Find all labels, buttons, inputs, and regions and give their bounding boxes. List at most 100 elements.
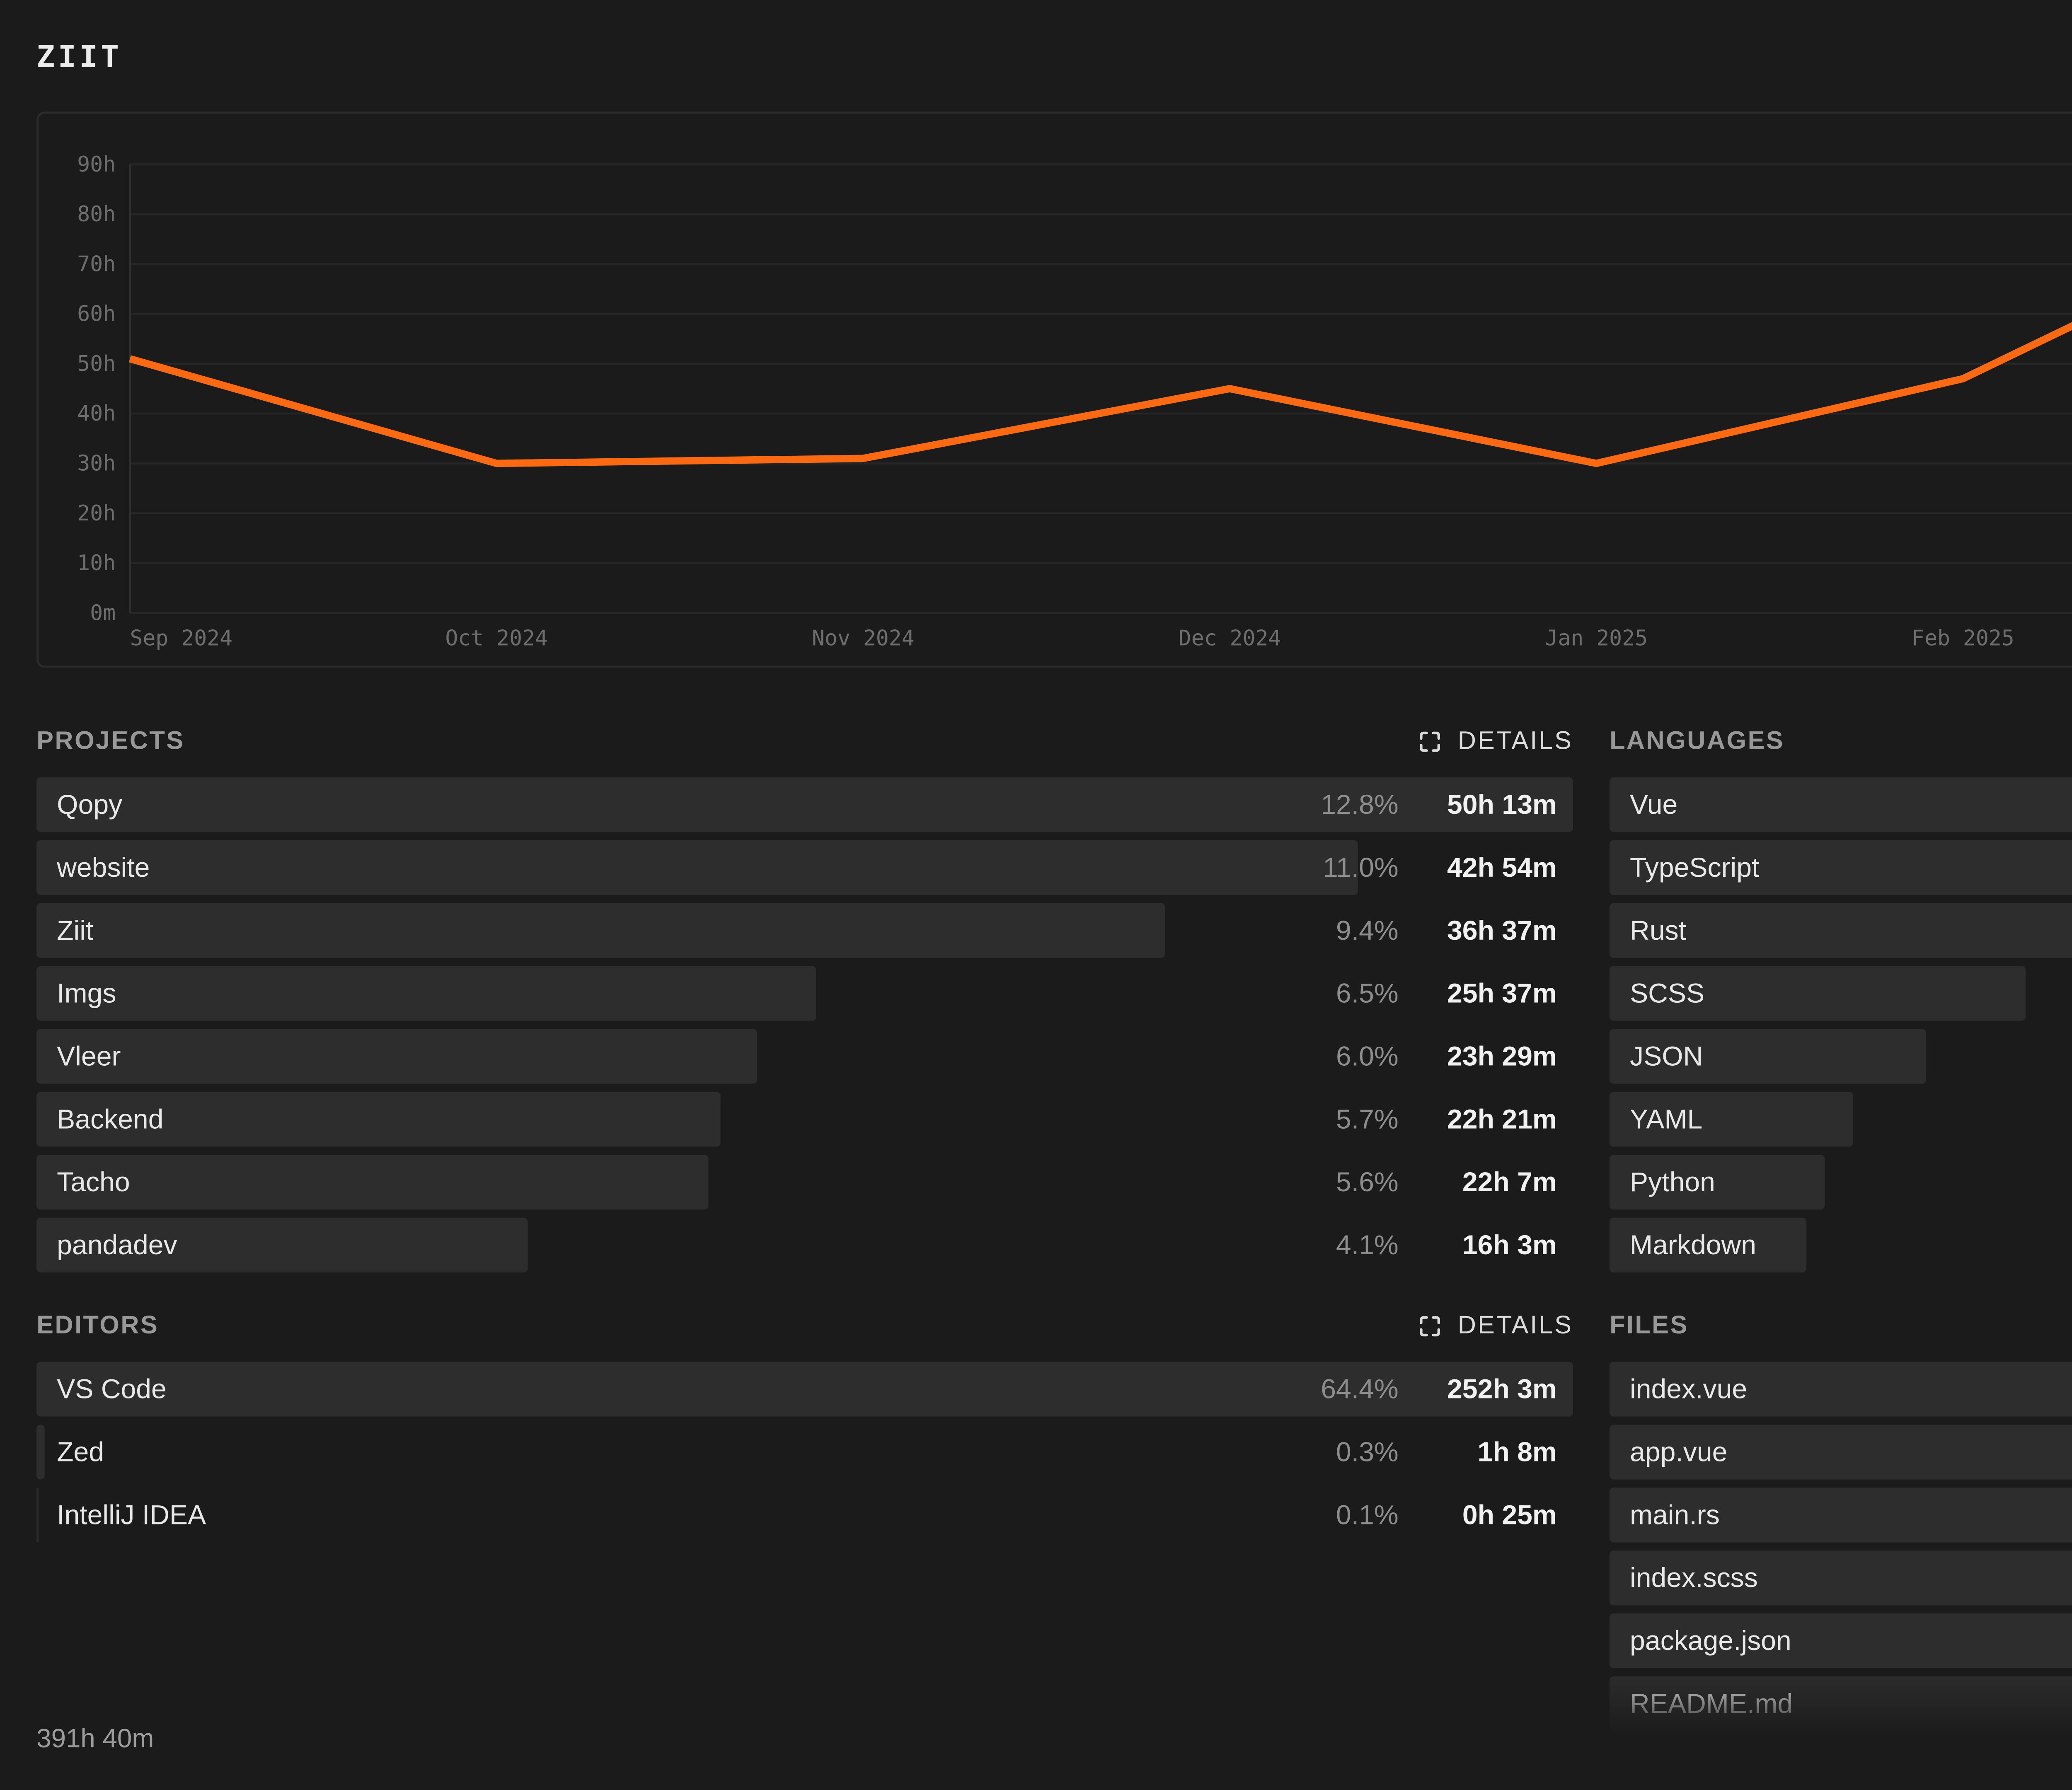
- item-time: 23h 29m: [1447, 1041, 1557, 1072]
- usage-bar: [1610, 1029, 1925, 1084]
- panel-title: EDITORS: [36, 1311, 159, 1340]
- usage-bar: [36, 966, 817, 1021]
- item-time: 42h 54m: [1447, 852, 1557, 883]
- usage-bar: [1610, 1488, 2072, 1543]
- x-axis-tick: Nov 2024: [812, 626, 915, 651]
- item-percent: 12.8%: [1321, 789, 1399, 820]
- item-name: Markdown: [1630, 1230, 1757, 1260]
- list-item: Tacho 5.6% 22h 7m: [36, 1154, 1573, 1210]
- item-name: pandadev: [57, 1230, 177, 1260]
- y-axis-tick: 50h: [77, 351, 116, 376]
- monthly-activity-line-chart: 0m 10h 20h 30h 40h 50h 60h 70h 80h 90h Sep 2024 Oct…: [77, 152, 2072, 651]
- x-axis-tick: Feb 2025: [1912, 626, 2014, 651]
- list-item: YAML4.1%15h 56m: [1610, 1092, 2072, 1147]
- usage-bar: [36, 1092, 721, 1147]
- item-name: Rust: [1630, 915, 1687, 946]
- usage-bar: [1610, 1217, 1806, 1273]
- item-name: IntelliJ IDEA: [57, 1500, 206, 1531]
- usage-bar: [36, 777, 1573, 832]
- total-time: 391h 40m: [36, 1722, 154, 1753]
- item-name: Ziit: [57, 915, 94, 946]
- item-time: 252h 3m: [1447, 1374, 1557, 1405]
- panel-rows: index.vue7.2%28h 8m app.vue4.1%16h 0m main…: [1605, 1362, 2072, 1735]
- panel-header: EDITORS DETAILS: [36, 1309, 1573, 1341]
- list-item: VS Code 64.4% 252h 3m: [36, 1362, 1573, 1417]
- item-name: Qopy: [57, 789, 123, 820]
- item-name: VS Code: [57, 1374, 167, 1405]
- usage-bar: [1610, 840, 2072, 895]
- item-name: index.vue: [1630, 1374, 1748, 1405]
- panel-files: FILES DETAILS index.vue7.2%28h 8m app.vue…: [1605, 1309, 2072, 1735]
- details-button[interactable]: DETAILS: [1417, 1311, 1573, 1340]
- item-name: YAML: [1630, 1104, 1703, 1134]
- list-item: Zed 0.3% 1h 8m: [36, 1425, 1573, 1480]
- stat-panels: PROJECTS DETAILS Qopy 12.8% 50h 13m website…: [36, 725, 2072, 1735]
- usage-bar: [36, 1362, 1573, 1417]
- item-name: app.vue: [1630, 1437, 1728, 1468]
- item-name: TypeScript: [1630, 852, 1760, 883]
- y-axis-tick: 10h: [77, 551, 116, 576]
- item-time: 50h 13m: [1447, 789, 1557, 820]
- usage-bar: [1610, 777, 2072, 832]
- list-item: Vleer 6.0% 23h 29m: [36, 1029, 1573, 1084]
- activity-chart-card: 0m 10h 20h 30h 40h 50h 60h 70h 80h 90h Sep 2024 Oct…: [36, 111, 2072, 668]
- y-axis-tick: 60h: [77, 302, 116, 327]
- list-item: website 11.0% 42h 54m: [36, 840, 1573, 895]
- usage-bar: [1610, 1425, 2072, 1480]
- list-item: Backend 5.7% 22h 21m: [36, 1092, 1573, 1147]
- fade-overlay: [1605, 1672, 2072, 1735]
- expand-corners-icon: [1420, 1315, 1441, 1335]
- panel-editors: EDITORS DETAILS VS Code 64.4% 252h 3m Zed 0.…: [36, 1309, 1573, 1543]
- list-item: Rust14.2%55h 34m: [1610, 903, 2072, 958]
- list-item: README.md2.7%10h 43m: [1605, 1672, 2072, 1735]
- usage-bar: [36, 1425, 44, 1480]
- item-percent: 11.0%: [1323, 852, 1399, 883]
- list-item: Qopy 12.8% 50h 13m: [36, 777, 1573, 832]
- panel-header: FILES DETAILS: [1610, 1309, 2072, 1341]
- topbar: ZIIT Docs Star on Github Profile: [0, 0, 2072, 111]
- item-percent: 5.7%: [1336, 1104, 1399, 1134]
- item-time: 22h 21m: [1447, 1104, 1557, 1134]
- list-item: pandadev 4.1% 16h 3m: [36, 1217, 1573, 1273]
- details-label: DETAILS: [1457, 726, 1573, 755]
- panel-projects: PROJECTS DETAILS Qopy 12.8% 50h 13m website…: [36, 725, 1573, 1273]
- ziit-logo: ZIIT: [36, 37, 122, 74]
- item-name: Python: [1630, 1167, 1715, 1197]
- panel-title: PROJECTS: [36, 726, 185, 755]
- item-percent: 0.1%: [1336, 1500, 1399, 1531]
- usage-bar: [36, 903, 1165, 958]
- details-button[interactable]: DETAILS: [1417, 726, 1573, 755]
- list-item: Vue25.8%101h 3m: [1610, 777, 2072, 832]
- item-name: Tacho: [57, 1167, 130, 1197]
- activity-line: [129, 322, 2072, 467]
- item-percent: 6.0%: [1336, 1041, 1399, 1072]
- list-item: index.vue7.2%28h 8m: [1610, 1362, 2072, 1417]
- usage-bar: [1610, 1613, 2072, 1669]
- panel-header: PROJECTS DETAILS: [36, 725, 1573, 757]
- y-axis-tick: 20h: [77, 501, 116, 526]
- item-name: Zed: [57, 1437, 104, 1468]
- item-name: package.json: [1630, 1626, 1791, 1656]
- item-name: Backend: [57, 1104, 164, 1134]
- y-axis-tick: 0m: [90, 600, 116, 625]
- panel-languages: LANGUAGES DETAILS Vue25.8%101h 3m TypeScr…: [1610, 725, 2072, 1273]
- details-label: DETAILS: [1457, 1311, 1573, 1340]
- x-axis-tick: Dec 2024: [1179, 626, 1281, 651]
- usage-bar: [36, 1154, 709, 1210]
- y-axis-tick: 90h: [77, 152, 116, 177]
- panel-header: LANGUAGES DETAILS: [1610, 725, 2072, 757]
- panel-rows: Qopy 12.8% 50h 13m website 11.0% 42h 54m Ziit 9…: [36, 777, 1573, 1273]
- list-item: IntelliJ IDEA 0.1% 0h 25m: [36, 1488, 1573, 1543]
- x-axis-tick: Jan 2025: [1545, 626, 1648, 651]
- usage-bar: [36, 1217, 529, 1273]
- item-percent: 4.1%: [1336, 1230, 1399, 1260]
- item-name: SCSS: [1630, 978, 1705, 1009]
- list-item: Ziit 9.4% 36h 37m: [36, 903, 1573, 958]
- item-percent: 5.6%: [1336, 1167, 1399, 1197]
- item-time: 22h 7m: [1462, 1167, 1557, 1197]
- usage-bar: [1610, 1362, 2072, 1417]
- item-percent: 0.3%: [1336, 1437, 1399, 1468]
- list-item: Python3.6%13h 57m: [1610, 1154, 2072, 1210]
- panel-rows: Vue25.8%101h 3m TypeScript20.0%78h 9m Rust…: [1610, 777, 2072, 1273]
